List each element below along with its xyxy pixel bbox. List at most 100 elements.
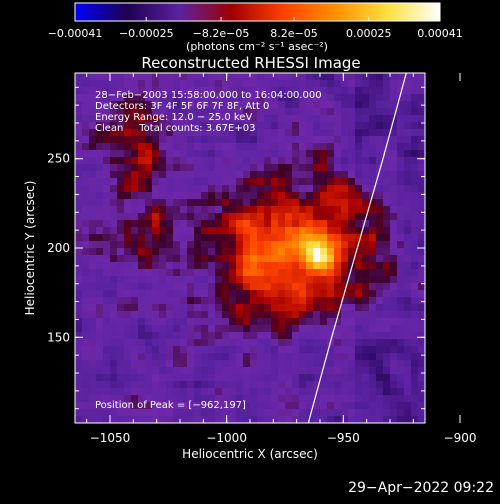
heatmap-cell	[145, 283, 153, 291]
heatmap-cell	[327, 122, 335, 130]
heatmap-cell	[306, 220, 314, 228]
heatmap-cell	[285, 206, 293, 214]
heatmap-cell	[264, 416, 272, 424]
heatmap-cell	[362, 346, 370, 354]
heatmap-cell	[397, 101, 405, 109]
heatmap-cell	[75, 220, 83, 228]
heatmap-cell	[418, 122, 426, 130]
heatmap-cell	[124, 276, 132, 284]
heatmap-cell	[404, 339, 412, 347]
heatmap-cell	[411, 115, 419, 123]
heatmap-cell	[369, 157, 377, 165]
heatmap-cell	[180, 297, 188, 305]
heatmap-cell	[341, 395, 349, 403]
heatmap-cell	[96, 220, 104, 228]
heatmap-cell	[418, 346, 426, 354]
heatmap-cell	[250, 360, 258, 368]
heatmap-cell	[110, 143, 118, 151]
heatmap-cell	[194, 346, 202, 354]
heatmap-cell	[152, 178, 160, 186]
heatmap-cell	[75, 388, 83, 396]
heatmap-cell	[145, 402, 153, 410]
heatmap-cell	[292, 248, 300, 256]
heatmap-cell	[376, 304, 384, 312]
heatmap-cell	[285, 248, 293, 256]
heatmap-cell	[292, 269, 300, 277]
heatmap-cell	[201, 409, 209, 417]
heatmap-cell	[159, 255, 167, 263]
heatmap-cell	[292, 262, 300, 270]
heatmap-cell	[341, 374, 349, 382]
heatmap-cell	[103, 367, 111, 375]
heatmap-cell	[390, 136, 398, 144]
heatmap-cell	[96, 283, 104, 291]
heatmap-cell	[215, 171, 223, 179]
heatmap-cell	[243, 346, 251, 354]
heatmap-cell	[411, 80, 419, 88]
heatmap-cell	[110, 248, 118, 256]
heatmap-cell	[313, 311, 321, 319]
heatmap-cell	[306, 409, 314, 417]
heatmap-cell	[320, 220, 328, 228]
heatmap-cell	[117, 143, 125, 151]
heatmap-cell	[187, 297, 195, 305]
heatmap-cell	[145, 234, 153, 242]
heatmap-cell	[201, 402, 209, 410]
heatmap-cell	[180, 87, 188, 95]
heatmap-cell	[236, 248, 244, 256]
heatmap-cell	[173, 388, 181, 396]
heatmap-cell	[222, 325, 230, 333]
heatmap-cell	[285, 290, 293, 298]
heatmap-cell	[236, 255, 244, 263]
heatmap-cell	[222, 129, 230, 137]
heatmap-cell	[271, 332, 279, 340]
heatmap-cell	[369, 185, 377, 193]
heatmap-cell	[117, 206, 125, 214]
heatmap-cell	[117, 262, 125, 270]
heatmap-cell	[271, 374, 279, 382]
heatmap-cell	[173, 318, 181, 326]
heatmap-cell	[229, 157, 237, 165]
heatmap-cell	[341, 353, 349, 361]
heatmap-cell	[362, 108, 370, 116]
heatmap-cell	[397, 346, 405, 354]
heatmap-cell	[194, 318, 202, 326]
heatmap-cell	[103, 150, 111, 158]
heatmap-cell	[418, 304, 426, 312]
heatmap-cell	[145, 276, 153, 284]
heatmap-cell	[271, 318, 279, 326]
heatmap-cell	[278, 108, 286, 116]
heatmap-cell	[285, 87, 293, 95]
heatmap-cell	[306, 332, 314, 340]
heatmap-cell	[334, 416, 342, 424]
heatmap-cell	[257, 332, 265, 340]
heatmap-cell	[110, 129, 118, 137]
heatmap-cell	[96, 227, 104, 235]
heatmap-cell	[334, 381, 342, 389]
heatmap-cell	[348, 416, 356, 424]
heatmap-cell	[383, 283, 391, 291]
heatmap-cell	[243, 269, 251, 277]
heatmap-cell	[376, 185, 384, 193]
heatmap-cell	[292, 143, 300, 151]
heatmap-cell	[173, 178, 181, 186]
heatmap-cell	[327, 213, 335, 221]
heatmap-cell	[285, 115, 293, 123]
heatmap-cell	[313, 129, 321, 137]
heatmap-cell	[341, 199, 349, 207]
heatmap-cell	[278, 178, 286, 186]
heatmap-cell	[131, 136, 139, 144]
heatmap-cell	[362, 318, 370, 326]
heatmap-cell	[271, 276, 279, 284]
heatmap-cell	[313, 276, 321, 284]
heatmap-cell	[418, 290, 426, 298]
heatmap-cell	[411, 269, 419, 277]
heatmap-cell	[166, 227, 174, 235]
heatmap-cell	[103, 381, 111, 389]
heatmap-cell	[89, 101, 97, 109]
heatmap-cell	[355, 402, 363, 410]
heatmap-cell	[313, 213, 321, 221]
heatmap-cell	[418, 311, 426, 319]
heatmap-cell	[243, 171, 251, 179]
